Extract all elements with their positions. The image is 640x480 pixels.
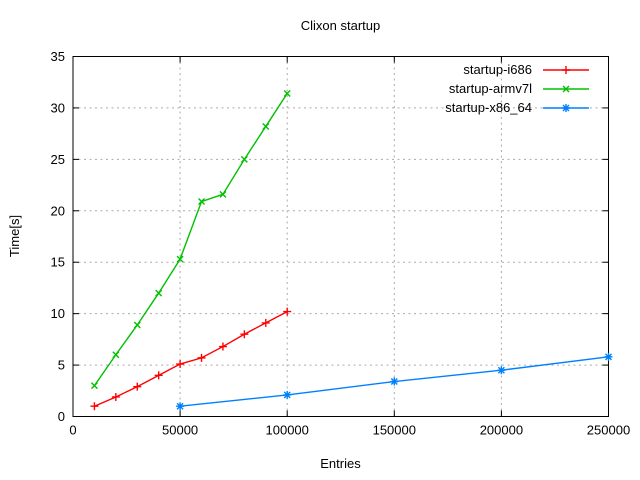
legend-item: startup-x86_64: [445, 98, 589, 117]
svg-text:0: 0: [69, 423, 76, 438]
legend-item: startup-i686: [445, 60, 589, 79]
svg-text:30: 30: [51, 100, 65, 115]
legend: startup-i686 startup-armv7l startup-x86_…: [445, 60, 589, 117]
y-axis-label: Time[s]: [7, 214, 22, 258]
chart-title: Clixon startup: [300, 18, 381, 33]
legend-line-sample-icon: [543, 103, 589, 112]
svg-text:0: 0: [58, 409, 65, 424]
svg-text:20: 20: [51, 203, 65, 218]
svg-text:15: 15: [51, 255, 65, 270]
svg-text:100000: 100000: [266, 423, 309, 438]
legend-label: startup-armv7l: [448, 81, 532, 96]
legend-line-sample-icon: [543, 65, 589, 74]
svg-text:10: 10: [51, 306, 65, 321]
svg-text:150000: 150000: [373, 423, 416, 438]
legend-item: startup-armv7l: [445, 79, 589, 98]
legend-label: startup-i686: [463, 62, 532, 77]
x-axis-label: Entries: [320, 456, 361, 471]
svg-text:200000: 200000: [480, 423, 523, 438]
svg-text:250000: 250000: [587, 423, 630, 438]
svg-text:50000: 50000: [162, 423, 198, 438]
svg-text:35: 35: [51, 49, 65, 64]
svg-text:5: 5: [58, 358, 65, 373]
legend-line-sample-icon: [543, 85, 589, 92]
legend-label: startup-x86_64: [445, 100, 532, 115]
svg-text:25: 25: [51, 152, 65, 167]
